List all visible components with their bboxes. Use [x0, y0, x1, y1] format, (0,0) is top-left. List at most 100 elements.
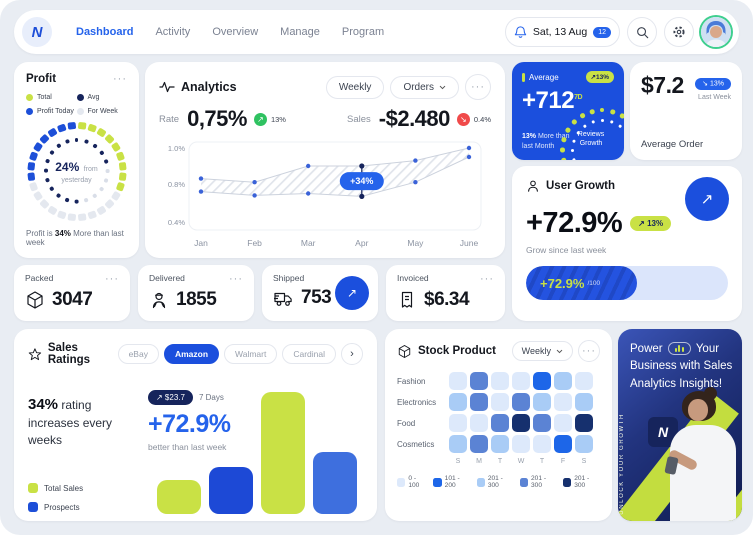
top-nav: N Dashboard Activity Overview Manage Pro… — [14, 10, 739, 54]
nav-item-program[interactable]: Program — [341, 26, 385, 38]
heatmap-cell — [449, 372, 467, 390]
gear-icon — [673, 26, 685, 38]
shipped-open-button[interactable]: ↗ — [335, 276, 369, 310]
nav-item-manage[interactable]: Manage — [280, 26, 320, 38]
heatmap-cell — [491, 393, 509, 411]
legend-label-profit-today: Profit Today — [37, 108, 74, 115]
reviews-ring-dot — [582, 123, 587, 128]
profit-legend: Total Avg Profit Today For Week — [26, 94, 127, 115]
heatmap-cell — [449, 414, 467, 432]
chevron-down-icon — [439, 85, 446, 89]
average-order-badge-caption: Last Week — [698, 94, 731, 101]
heatmap-cell — [512, 393, 530, 411]
legend-label-total-sales: Total Sales — [44, 483, 84, 493]
nav-item-activity[interactable]: Activity — [155, 26, 191, 38]
bell-icon — [514, 26, 527, 38]
heatmap-cell — [491, 414, 509, 432]
heatmap-cell — [512, 414, 530, 432]
packed-value: 3047 — [52, 289, 93, 310]
invoiced-menu-button[interactable]: ··· — [480, 273, 494, 285]
reviews-ring-dot — [578, 112, 586, 119]
legend-label-total: Total — [37, 94, 52, 101]
reviews-growth-label: Reviews Growth — [577, 130, 605, 147]
nav-item-overview[interactable]: Overview — [212, 26, 259, 38]
legend-dot-total — [26, 94, 33, 101]
heatmap-day-label: M — [476, 458, 482, 465]
profit-center-note2: yesterday — [61, 176, 92, 184]
heatmap-row-label: Electronics — [397, 397, 437, 407]
heatmap-legend-swatch — [397, 477, 406, 487]
sales-delta-pill: ↗ $23.7 — [148, 390, 193, 405]
legend-label-avg: Avg — [87, 94, 100, 101]
stock-menu-button[interactable]: ··· — [578, 340, 600, 362]
promo-person-photo — [688, 399, 708, 421]
sales-bar — [313, 452, 357, 514]
brand-logo[interactable]: N — [22, 17, 52, 47]
heatmap-day-label: T — [497, 458, 503, 465]
average-badge: ↗13% — [585, 71, 614, 83]
heatmap-legend-swatch — [519, 477, 529, 487]
heatmap-cell — [554, 414, 572, 432]
sales-ratings-legend: Total Sales Prospects — [28, 483, 83, 512]
settings-button[interactable] — [664, 17, 694, 47]
heatmap-cell — [554, 393, 572, 411]
sales-bar — [261, 392, 305, 514]
profit-footer: Profit is 34% More than last week — [26, 229, 124, 247]
average-reviews-card: Average ↗13% +7127D 13% More than last M… — [512, 62, 624, 160]
orders-dropdown[interactable]: Orders — [390, 75, 459, 99]
sales-growth-value: +72.9% — [148, 410, 231, 438]
promo-vertical-text: UNLOCK YOUR GROWTH — [619, 413, 625, 515]
analytics-menu-button[interactable]: ··· — [465, 74, 491, 100]
delivered-menu-button[interactable]: ··· — [229, 273, 243, 285]
profit-menu-button[interactable]: ··· — [113, 73, 127, 85]
promo-heading: Power Your Business with Sales Analytics… — [630, 342, 733, 390]
tab-amazon[interactable]: Amazon — [163, 344, 220, 364]
tab-ebay[interactable]: eBay — [117, 344, 159, 364]
analytics-card: Analytics Weekly Orders ··· Rate 0,75% ↗… — [145, 62, 505, 258]
stock-weekly-dropdown[interactable]: Weekly — [511, 341, 573, 361]
delivered-label: Delivered — [149, 273, 185, 283]
heatmap-row-label: Fashion — [397, 376, 426, 386]
heatmap-cell — [554, 435, 572, 453]
heatmap-day-label: S — [581, 458, 587, 465]
profit-center-note1: from — [83, 165, 98, 173]
average-value: +7127D — [522, 87, 583, 114]
search-button[interactable] — [627, 17, 657, 47]
donut-segment — [118, 161, 127, 171]
svg-text:1.0%: 1.0% — [168, 144, 185, 153]
rate-label: Rate — [159, 113, 180, 125]
sales-down-icon: ↘ — [456, 112, 470, 126]
heatmap-day-label: S — [455, 458, 461, 465]
heatmap-cell — [575, 435, 593, 453]
package-icon — [27, 291, 43, 309]
courier-icon — [152, 292, 166, 309]
average-value-period: 7D — [574, 94, 583, 101]
heatmap-legend-item: 101 - 200 — [433, 475, 470, 489]
heatmap-day-label: F — [560, 458, 566, 465]
svg-text:May: May — [407, 238, 424, 248]
tabs-next-button[interactable]: › — [341, 343, 363, 365]
user-growth-open-button[interactable]: ↗ — [685, 177, 729, 221]
heatmap-cell — [512, 435, 530, 453]
sales-ratings-bar-chart — [157, 390, 357, 514]
user-growth-progress-fill: +72.9% /100 — [526, 266, 638, 300]
donut-segment — [66, 121, 76, 130]
promo-card[interactable]: N Power Your Business with Sales Analyti… — [618, 329, 742, 521]
legend-label-prospects: Prospects — [44, 502, 80, 512]
chevron-down-icon — [556, 349, 563, 353]
shipped-card: Shipped 753 ↗ — [262, 265, 378, 321]
current-date: Sat, 13 Aug — [532, 26, 588, 38]
tab-cardinal[interactable]: Cardinal — [282, 344, 336, 364]
packed-menu-button[interactable]: ··· — [105, 273, 119, 285]
stock-product-card: Stock Product Weekly ··· Fashion Electron… — [385, 329, 612, 521]
truck-icon — [274, 292, 292, 306]
avatar[interactable] — [701, 17, 731, 47]
date-picker[interactable]: Sat, 13 Aug 12 — [504, 17, 620, 47]
weekly-button[interactable]: Weekly — [325, 75, 385, 99]
heatmap-cell — [491, 372, 509, 390]
nav-item-dashboard[interactable]: Dashboard — [76, 26, 134, 38]
heatmap-grid — [449, 372, 593, 453]
heatmap-cell — [449, 435, 467, 453]
sales-growth-caption: better than last week — [148, 442, 227, 452]
tab-walmart[interactable]: Walmart — [224, 344, 278, 364]
